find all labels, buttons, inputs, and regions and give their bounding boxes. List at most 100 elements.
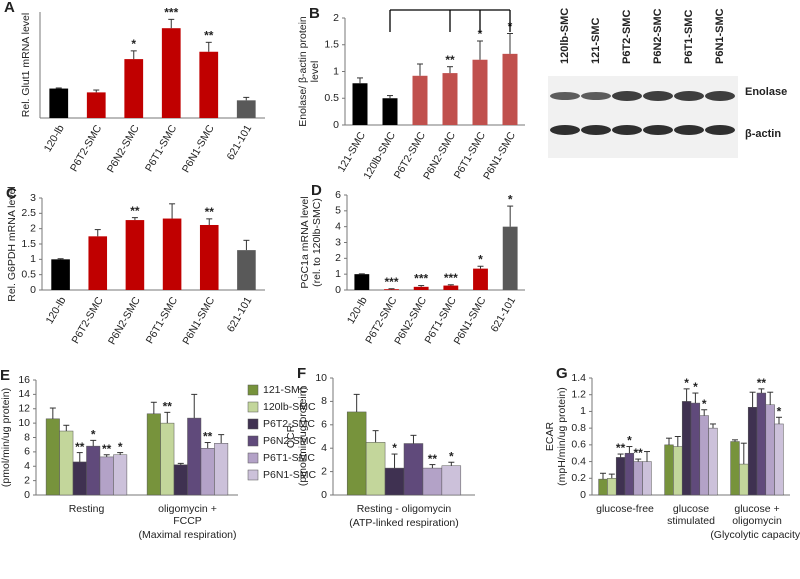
y-tick-label: 2 <box>24 474 30 486</box>
actin-band <box>705 125 735 135</box>
legend-label: P6N2-SMC <box>263 435 317 447</box>
bar <box>49 88 69 118</box>
actin-band <box>643 125 673 135</box>
bar <box>99 456 114 496</box>
significance: * <box>684 376 689 390</box>
bar <box>160 422 175 496</box>
legend-swatch <box>247 469 259 481</box>
y-axis-label: ECAR <box>544 422 556 452</box>
y-tick-label: 0.8 <box>571 422 586 434</box>
significance: *** <box>384 275 398 289</box>
significance: ** <box>130 204 140 218</box>
x-tick-label: Resting - oligomycin <box>357 503 452 515</box>
x-tick-label: P6T2-SMC <box>68 123 105 174</box>
y-tick-label: 0 <box>580 489 586 501</box>
bar <box>113 454 128 496</box>
y-tick-label: 1.5 <box>324 39 339 51</box>
legend-label: P6T1-SMC <box>263 452 315 464</box>
y-tick-label: 5 <box>335 205 341 217</box>
bar <box>598 478 608 496</box>
bar <box>161 28 181 119</box>
y-tick-label: 4 <box>24 460 30 472</box>
y-tick-label: 4 <box>321 442 327 454</box>
lane-label: P6N2-SMC <box>652 8 664 64</box>
y-tick-label: 0.4 <box>571 455 586 467</box>
x-tick-label: glucose + <box>734 503 779 515</box>
enolase-band <box>550 92 580 100</box>
band-label: β-actin <box>745 128 781 140</box>
panel-letter: A <box>4 0 15 16</box>
y-tick-label: 2 <box>333 12 339 24</box>
y-tick-label: 1.4 <box>571 372 586 384</box>
x-tick-label: 121-SMC <box>335 130 368 175</box>
bar <box>412 75 428 125</box>
x-tick-label: oligomycin <box>732 515 782 527</box>
y-tick-label: 16 <box>18 374 30 386</box>
y-tick-label: 1 <box>335 268 341 280</box>
actin-band <box>550 125 580 135</box>
lane-label: P6T1-SMC <box>683 10 695 64</box>
bar <box>472 59 488 126</box>
x-tick-label: FCCP <box>173 515 202 527</box>
bar <box>88 236 108 290</box>
significance: * <box>91 428 96 442</box>
bar <box>162 218 182 290</box>
legend-swatch <box>247 435 259 447</box>
x-tick-label: P6T2-SMC <box>69 295 106 346</box>
bar <box>774 423 784 496</box>
bar <box>236 100 256 118</box>
bar <box>633 461 643 496</box>
y-tick-label: 1 <box>30 253 36 265</box>
legend-swatch <box>247 401 259 413</box>
legend-swatch <box>247 418 259 430</box>
actin-band <box>581 125 611 135</box>
significance: * <box>478 27 483 41</box>
x-note: (ATP-linked respiration) <box>349 517 459 529</box>
bar <box>214 443 229 496</box>
bar <box>382 98 398 125</box>
significance: * <box>131 37 136 51</box>
y-tick-label: 8 <box>321 395 327 407</box>
bar <box>624 452 635 496</box>
significance: * <box>449 449 454 463</box>
bar <box>125 220 145 290</box>
bar <box>441 465 462 496</box>
x-tick-label: P6N1-SMC <box>180 123 217 175</box>
y-tick-label: 3 <box>335 236 341 248</box>
y-tick-label: 0.5 <box>21 268 36 280</box>
bar <box>352 83 368 125</box>
y-tick-label: 2 <box>335 252 341 264</box>
actin-band <box>674 125 704 135</box>
bar <box>442 73 458 125</box>
y-tick-label: 1.5 <box>21 238 36 250</box>
bar <box>765 404 775 496</box>
bar <box>384 467 405 496</box>
blot-background <box>548 76 738 158</box>
legend-label: P6T2-SMC <box>263 418 315 430</box>
y-axis-label: Enolase/ β-actin protein <box>297 16 309 127</box>
panel-letter: E <box>0 367 10 384</box>
x-tick-label: 621-101 <box>489 295 519 335</box>
bar <box>86 445 101 496</box>
enolase-band <box>674 91 704 101</box>
x-note: (Maximal respiration) <box>138 529 236 541</box>
x-tick-label: 120-lb <box>42 123 67 154</box>
bar <box>502 226 518 290</box>
enolase-band <box>705 91 735 101</box>
significance: ** <box>757 376 767 390</box>
bar <box>200 448 215 496</box>
bar <box>72 461 87 496</box>
legend-swatch <box>247 452 259 464</box>
bar <box>237 250 256 290</box>
panel-letter: C <box>6 185 17 202</box>
bar <box>699 415 709 496</box>
bar <box>187 417 202 496</box>
lane-label: P6T2-SMC <box>621 10 633 64</box>
bar <box>681 401 692 496</box>
legend-label: 121-SMC <box>263 384 308 396</box>
lane-label: 121-SMC <box>590 17 602 64</box>
bar <box>51 259 70 290</box>
bar <box>173 464 188 496</box>
x-note: (Glycolytic capacity) <box>710 529 800 541</box>
